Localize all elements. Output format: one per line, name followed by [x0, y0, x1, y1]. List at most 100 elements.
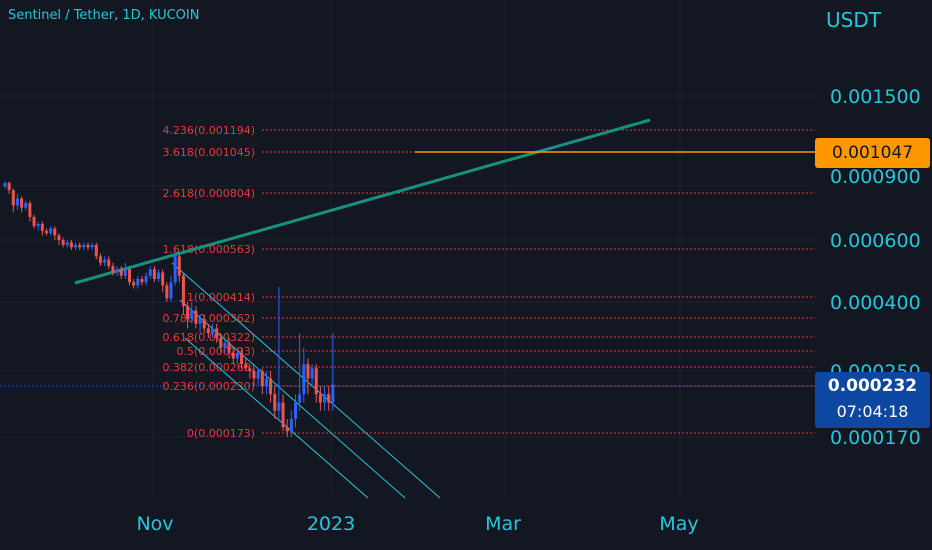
- candle-5: [24, 200, 28, 211]
- candle-body: [11, 190, 15, 206]
- candle-70: [294, 394, 297, 428]
- candle-43: [181, 272, 185, 315]
- candle-body: [152, 269, 156, 279]
- countdown-timer: 07:04:18: [836, 402, 909, 421]
- candle-34: [144, 272, 148, 286]
- candle-body: [318, 394, 322, 403]
- candle-body: [32, 216, 36, 227]
- candle-51: [215, 323, 219, 343]
- candle-body: [264, 378, 268, 386]
- candle-11: [49, 226, 53, 236]
- candle-73: [306, 358, 310, 395]
- fib-levels: 4.236(0.001194) 3.618(0.001045) 2.618(0.00…: [162, 124, 815, 440]
- channel-line-lower: [184, 337, 369, 499]
- candle-49: [206, 323, 210, 338]
- symbol-title: Sentinel / Tether, 1D, KUCOIN: [8, 8, 200, 23]
- candle-body: [57, 235, 61, 240]
- candle-75: [314, 364, 318, 403]
- candle-body: [248, 368, 252, 371]
- candle-body: [181, 275, 185, 307]
- candle-body: [165, 285, 169, 299]
- candle-body: [148, 269, 152, 276]
- candle-body: [61, 240, 65, 245]
- fib-label-10: 0(0.000173): [187, 427, 255, 440]
- candle-body: [186, 306, 190, 319]
- candle-body: [3, 183, 7, 187]
- candle-body: [285, 427, 289, 432]
- candle-body: [132, 282, 136, 286]
- candle-body: [45, 230, 48, 234]
- candle-59: [248, 364, 252, 379]
- candle-body: [231, 352, 235, 359]
- candle-body: [74, 244, 78, 248]
- candle-body: [98, 256, 102, 263]
- candle-body: [107, 259, 111, 267]
- candle-53: [223, 337, 227, 353]
- candle-24: [103, 256, 107, 267]
- fib-label-2: 2.618(0.000804): [162, 187, 255, 200]
- candle-body: [252, 371, 256, 379]
- fib-label-0: 4.236(0.001194): [162, 124, 255, 137]
- candle-65: [273, 386, 277, 419]
- candle-body: [119, 269, 123, 276]
- candle-body: [86, 244, 90, 248]
- candle-25: [107, 256, 111, 270]
- candle-67: [281, 394, 285, 432]
- candle-37: [157, 269, 161, 283]
- candle-body: [235, 352, 239, 359]
- time-tick-0: Nov: [136, 513, 173, 535]
- candle-body: [157, 272, 161, 279]
- candle-20: [86, 242, 90, 250]
- candle-1: [7, 181, 11, 194]
- candle-36: [152, 266, 156, 283]
- candle-body: [331, 384, 335, 403]
- time-axis[interactable]: Nov 2023 Mar May: [136, 513, 698, 535]
- candle-body: [69, 242, 73, 248]
- candle-body: [281, 402, 285, 428]
- candle-69: [289, 410, 293, 437]
- candle-body: [227, 342, 231, 353]
- candle-0: [3, 181, 7, 189]
- candle-19: [82, 242, 86, 250]
- candle-66: [277, 287, 281, 419]
- candle-body: [144, 275, 148, 283]
- candle-41: [173, 249, 177, 286]
- candle-body: [173, 256, 177, 283]
- candle-8: [36, 221, 40, 231]
- price-axis[interactable]: 0.0015000.0009000.0006000.0004000.000250…: [830, 86, 921, 449]
- candle-body: [111, 266, 115, 273]
- candle-body: [306, 364, 310, 379]
- candle-body: [49, 228, 53, 234]
- candle-body: [90, 244, 94, 248]
- price-tick-1: 0.000900: [830, 166, 921, 188]
- fib-label-8: 0.382(0.000265): [162, 361, 255, 374]
- candle-71: [298, 333, 302, 411]
- candle-46: [194, 306, 198, 329]
- candle-72: [302, 347, 306, 403]
- candle-30: [128, 266, 131, 286]
- candle-29: [123, 262, 127, 279]
- candle-45: [190, 302, 194, 324]
- candle-body: [198, 318, 202, 324]
- fib-label-9: 0.236(0.000230): [162, 380, 255, 393]
- current-price-value: 0.000232: [827, 376, 918, 396]
- candle-13: [57, 233, 61, 245]
- candle-body: [123, 269, 127, 276]
- candle-42: [177, 253, 181, 283]
- candle-body: [215, 328, 219, 338]
- trendline: [74, 118, 651, 285]
- candle-body: [277, 402, 281, 411]
- candle-16: [69, 240, 73, 250]
- candle-body: [190, 310, 194, 319]
- candle-body: [53, 228, 57, 236]
- candles: [3, 181, 335, 437]
- candle-17: [74, 242, 78, 250]
- candle-body: [323, 394, 327, 403]
- candle-body: [103, 259, 107, 263]
- current-price-tag: 0.000232 07:04:18: [815, 372, 930, 428]
- candle-body: [94, 244, 98, 257]
- candle-body: [82, 244, 86, 248]
- candle-64: [269, 371, 273, 403]
- candle-68: [285, 418, 289, 437]
